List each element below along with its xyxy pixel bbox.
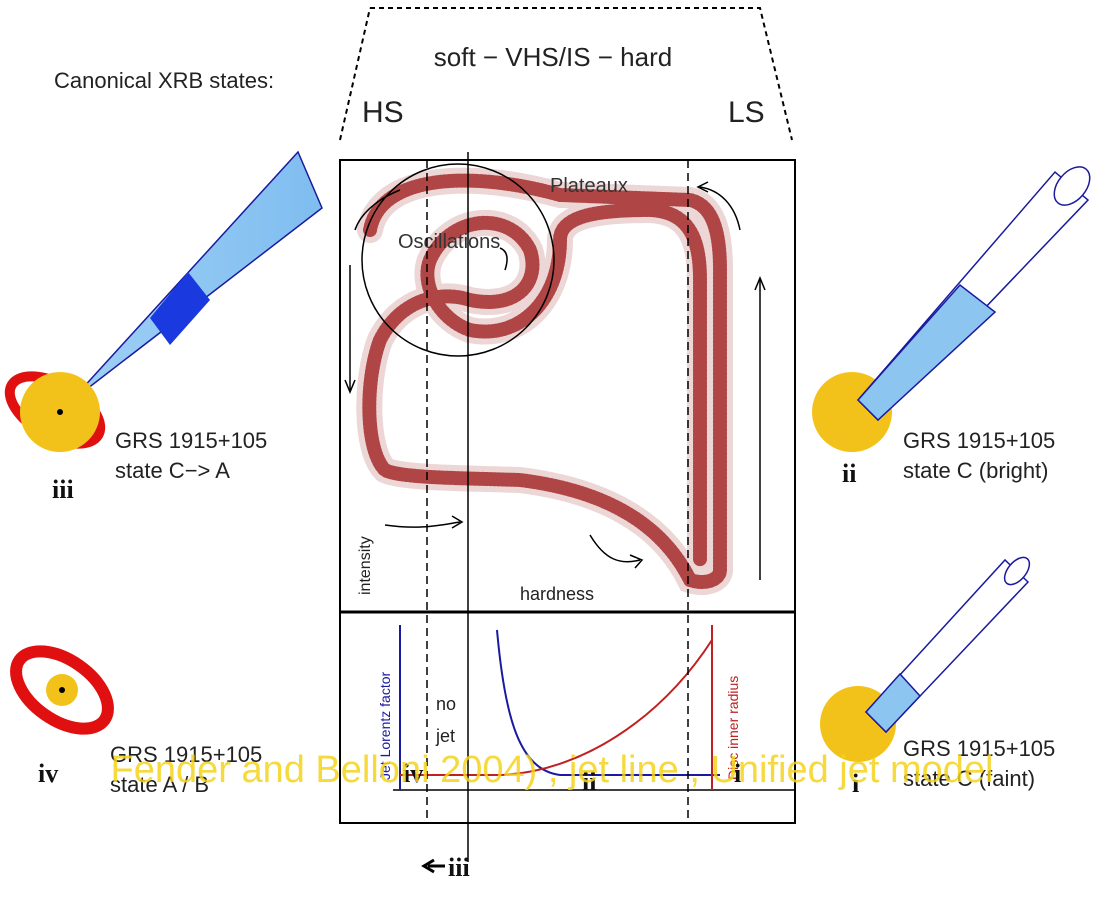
plateaux: Plateaux: [550, 175, 628, 197]
panel-frame: [339, 159, 796, 824]
lorentz-label: Jet Lorentz factor: [377, 671, 393, 780]
x-label: hardness: [520, 584, 594, 604]
state-name: GRS 1915+105: [903, 428, 1055, 453]
numeral: ii: [582, 767, 596, 796]
caption: Canonical XRB states:: [54, 68, 274, 93]
jet-i: [820, 556, 1031, 762]
oscillation-circle: [361, 163, 555, 357]
lorentz-curve: [496, 629, 720, 776]
state-desc: state A / B: [110, 772, 209, 797]
state-desc: state C−> A: [115, 458, 230, 483]
numeral: iii: [52, 475, 74, 504]
numeral: i: [734, 759, 741, 788]
sequence: soft − VHS/IS − hard: [434, 42, 672, 72]
ls: LS: [728, 96, 765, 129]
flow-arrows: [344, 181, 766, 580]
jet-ii: [812, 166, 1091, 452]
numeral: iii: [448, 853, 470, 882]
no-jet: no: [436, 694, 456, 714]
state-name: GRS 1915+105: [110, 742, 262, 767]
hs: HS: [362, 96, 404, 129]
numeral: i: [852, 769, 859, 798]
state-desc: state C (bright): [903, 458, 1049, 483]
no-jet: jet: [435, 726, 455, 746]
radius-curve: [400, 639, 713, 776]
numeral: iv: [403, 759, 423, 788]
watermark: Fender and Belloni 2004) , jet line , Un…: [111, 749, 994, 791]
y-label: intensity: [357, 536, 374, 595]
numeral: iv: [38, 759, 58, 788]
state-name: GRS 1915+105: [903, 736, 1055, 761]
jet-iii: [4, 150, 323, 452]
radius-label: Disc inner radius: [725, 676, 741, 780]
state-name: GRS 1915+105: [115, 428, 267, 453]
arrow: [421, 858, 445, 874]
numeral: ii: [842, 459, 856, 488]
trapezoid: [339, 7, 793, 141]
disc-iv: [10, 645, 114, 735]
hid-band: [356, 167, 733, 595]
state-desc: state C (faint): [903, 766, 1035, 791]
arrow: [499, 247, 508, 271]
oscillations: Oscillations: [398, 231, 500, 253]
